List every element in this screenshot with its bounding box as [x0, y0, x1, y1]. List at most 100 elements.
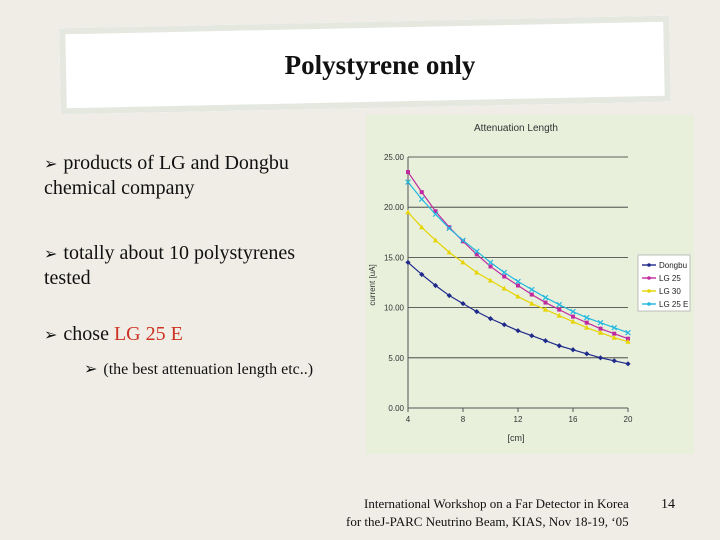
legend-label: LG 30 [659, 287, 681, 296]
data-point [405, 209, 411, 215]
data-point [446, 249, 452, 255]
data-point [556, 312, 562, 318]
data-point [515, 278, 521, 285]
data-point [543, 300, 548, 305]
data-point [473, 248, 480, 255]
arrow-bullet-icon: ➢ [44, 154, 58, 173]
legend-label: LG 25 E [659, 300, 688, 309]
legend-marker [647, 263, 651, 267]
data-point [528, 286, 535, 293]
bullet-2: ➢ totally about 10 polystyrenes tested [44, 241, 295, 291]
legend-label: Dongbu [659, 261, 687, 270]
legend-marker [647, 302, 651, 306]
data-point [611, 334, 617, 340]
data-point [487, 316, 494, 322]
data-point [583, 314, 590, 321]
x-tick-label: 12 [514, 415, 523, 424]
data-point [488, 264, 493, 269]
legend-marker [647, 289, 651, 293]
data-point [405, 259, 411, 266]
bullet-1: ➢ products of LG and Dongbu chemical comp… [44, 151, 289, 201]
y-tick-label: 5.00 [388, 354, 404, 363]
y-tick-label: 15.00 [384, 253, 405, 262]
data-point [516, 283, 520, 288]
data-point [626, 336, 630, 341]
data-point [418, 196, 425, 202]
arrow-bullet-icon: ➢ [44, 325, 58, 344]
data-point [556, 301, 563, 308]
sub-bullet-text: (the best attenuation length etc..) [103, 361, 314, 378]
x-tick-label: 8 [461, 415, 466, 424]
attenuation-chart: Attenuation Length current [uA] [cm] 0.0… [366, 115, 694, 454]
bullet-1-line1: products of LG and Dongbu [63, 152, 289, 174]
data-point [405, 179, 411, 185]
y-tick-label: 25.00 [384, 153, 405, 162]
data-point [474, 309, 480, 315]
data-point [460, 300, 466, 307]
data-point [570, 318, 576, 324]
data-point [542, 338, 549, 344]
bullet-3-highlight: LG 25 E [113, 323, 183, 345]
data-point [612, 331, 617, 336]
data-point [433, 209, 438, 214]
x-tick-label: 16 [569, 415, 578, 424]
chart-y-label: current [uA] [368, 264, 377, 305]
x-tick-label: 20 [624, 415, 633, 424]
footer-line-1: International Workshop on a Far Detector… [364, 496, 629, 511]
data-point [432, 211, 439, 218]
legend-marker [647, 276, 651, 280]
data-point [460, 237, 466, 244]
data-point [611, 324, 618, 331]
bullet-3-prefix: chose [63, 323, 114, 345]
chart-title: Attenuation Length [474, 123, 558, 134]
data-point [461, 239, 465, 244]
data-point [529, 300, 535, 306]
data-point [597, 355, 604, 361]
data-point [474, 269, 480, 275]
data-point [597, 329, 604, 335]
data-point [584, 324, 590, 330]
y-tick-label: 10.00 [384, 304, 405, 313]
data-point [446, 292, 452, 299]
data-point [557, 307, 562, 312]
data-point [570, 347, 576, 353]
bullet-2-line1: totally about 10 polystyrenes [63, 242, 296, 264]
data-point [419, 190, 424, 195]
data-point [570, 308, 576, 315]
bullet-3: ➢ chose LG 25 E [44, 322, 183, 347]
bullet-1-line2: chemical company [44, 177, 195, 199]
data-point [446, 225, 453, 232]
data-point [460, 259, 466, 265]
data-point [501, 322, 507, 328]
data-point [625, 329, 631, 336]
bullet-2-line2: tested [44, 267, 91, 289]
y-tick-label: 20.00 [384, 203, 405, 212]
footer-line-2: for theJ-PARC Neutrino Beam, KIAS, Nov 1… [346, 514, 629, 529]
data-point [474, 252, 479, 257]
data-point [584, 320, 589, 325]
data-point [501, 269, 508, 276]
sub-bullet: ➢ (the best attenuation length etc..) [84, 356, 313, 382]
data-point [598, 326, 603, 331]
data-point [571, 314, 575, 319]
page-number: 14 [661, 497, 675, 512]
data-point [447, 225, 452, 230]
slide-title: Polystyrene only [284, 50, 476, 80]
chart-x-label: [cm] [508, 433, 525, 443]
data-point [502, 274, 507, 279]
data-point [597, 319, 604, 326]
x-tick-label: 4 [406, 415, 411, 424]
data-point [515, 293, 521, 299]
data-point [419, 224, 425, 230]
data-point [611, 358, 617, 364]
data-point [584, 351, 590, 357]
data-point [529, 292, 534, 297]
data-point [542, 306, 549, 312]
data-point [487, 259, 494, 266]
data-point [542, 294, 549, 301]
arrow-bullet-icon: ➢ [84, 359, 98, 378]
data-point [432, 282, 439, 289]
data-point [487, 277, 494, 283]
y-tick-label: 0.00 [388, 404, 404, 413]
legend-label: LG 25 [659, 274, 681, 283]
